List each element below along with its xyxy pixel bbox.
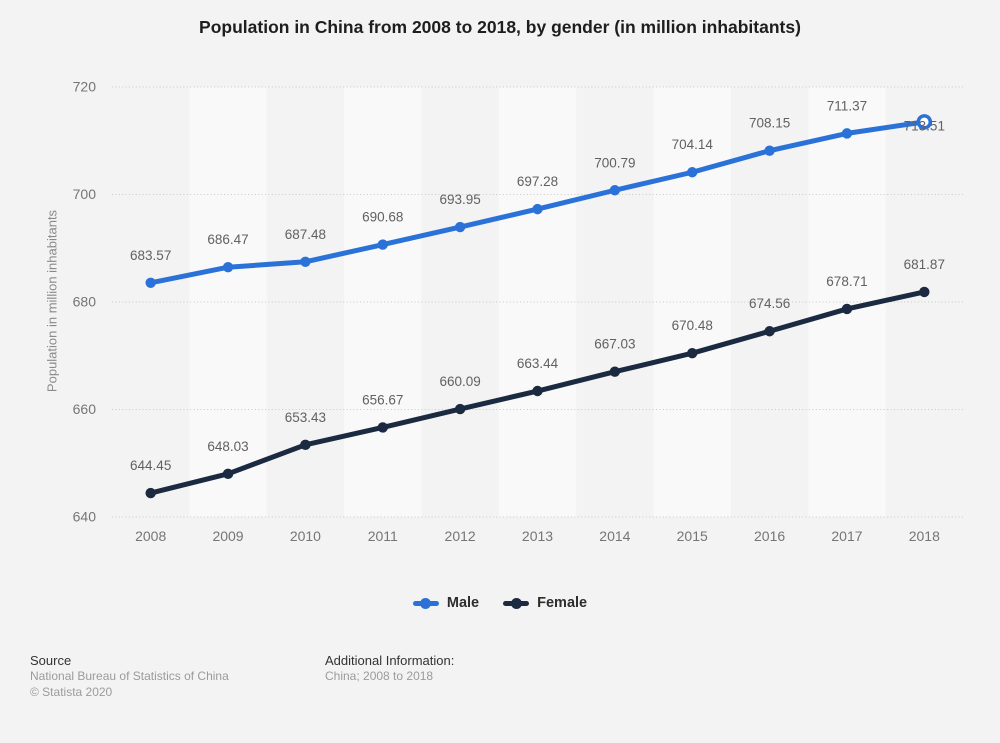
male-label-2015: 704.14	[672, 137, 714, 152]
female-label-2011: 656.67	[362, 392, 403, 407]
female-point-2016[interactable]	[764, 326, 775, 337]
male-point-2012[interactable]	[454, 221, 466, 233]
source-name: National Bureau of Statistics of China	[30, 669, 229, 683]
x-tick-2009: 2009	[212, 528, 243, 544]
male-label-2018: 713.51	[904, 118, 945, 133]
female-label-2017: 678.71	[826, 274, 867, 289]
male-point-2015[interactable]	[687, 167, 698, 178]
male-point-2010[interactable]	[300, 256, 311, 267]
legend-label-female: Female	[537, 595, 588, 611]
x-tick-2016: 2016	[754, 528, 785, 544]
x-tick-2013: 2013	[522, 528, 553, 544]
female-point-2013[interactable]	[532, 385, 543, 397]
male-line-marker-icon	[412, 597, 439, 609]
female-point-2009[interactable]	[222, 468, 234, 480]
source-label: Source	[30, 653, 72, 668]
male-label-2010: 687.48	[285, 227, 326, 242]
male-label-2009: 686.47	[207, 232, 248, 247]
male-label-2014: 700.79	[594, 155, 635, 170]
female-label-2013: 663.44	[517, 356, 559, 371]
female-line-marker-icon	[503, 597, 530, 609]
y-tick-680: 680	[73, 294, 97, 310]
source-block: Source National Bureau of Statistics of …	[30, 652, 229, 700]
legend-item-female[interactable]: Female	[503, 595, 587, 611]
male-label-2013: 697.28	[517, 174, 558, 189]
male-label-2017: 711.37	[827, 98, 867, 113]
male-label-2016: 708.15	[749, 116, 790, 131]
female-point-2014[interactable]	[609, 366, 621, 377]
female-label-2015: 670.48	[672, 318, 713, 333]
female-point-2008[interactable]	[145, 487, 156, 499]
male-dot-swatch	[420, 597, 432, 609]
x-tick-2012: 2012	[445, 528, 476, 544]
legend-label-male: Male	[446, 595, 480, 611]
column-band-2011	[344, 87, 422, 517]
male-point-2008[interactable]	[145, 277, 156, 289]
x-tick-2015: 2015	[677, 528, 708, 544]
female-label-2009: 648.03	[207, 439, 248, 454]
x-tick-2014: 2014	[599, 528, 630, 544]
female-point-2010[interactable]	[300, 439, 311, 451]
additional-info-value: China; 2008 to 2018	[325, 669, 434, 683]
male-label-2012: 693.95	[439, 192, 480, 207]
female-point-2011[interactable]	[377, 422, 388, 433]
male-point-2009[interactable]	[222, 262, 234, 273]
male-point-2013[interactable]	[532, 203, 543, 215]
male-point-2014[interactable]	[609, 185, 621, 196]
x-tick-2018: 2018	[909, 528, 940, 544]
x-tick-2008: 2008	[135, 528, 166, 544]
female-point-2015[interactable]	[687, 347, 698, 359]
y-axis-title: Population in million inhabitants	[44, 209, 60, 393]
y-tick-660: 660	[73, 401, 97, 417]
chart-title: Population in China from 2008 to 2018, b…	[199, 17, 801, 37]
female-label-2008: 644.45	[130, 458, 171, 473]
female-dot-swatch	[510, 597, 522, 609]
y-tick-640: 640	[73, 509, 97, 525]
x-tick-2010: 2010	[290, 528, 321, 544]
copyright: © Statista 2020	[30, 684, 113, 699]
x-tick-2017: 2017	[831, 528, 862, 544]
female-label-2016: 674.56	[749, 296, 790, 311]
female-label-2012: 660.09	[439, 374, 480, 389]
male-point-2017[interactable]	[841, 128, 853, 139]
y-tick-720: 720	[73, 79, 97, 95]
female-label-2014: 667.03	[594, 337, 635, 352]
male-label-2008: 683.57	[130, 248, 171, 263]
female-point-2012[interactable]	[454, 403, 466, 415]
x-tick-2011: 2011	[368, 528, 398, 544]
female-label-2010: 653.43	[285, 410, 326, 425]
additional-info-label: Additional Information:	[325, 653, 455, 668]
legend-item-male[interactable]: Male	[412, 595, 480, 611]
male-label-2011: 690.68	[362, 210, 403, 225]
male-point-2011[interactable]	[377, 239, 388, 250]
female-label-2018: 681.87	[904, 257, 945, 272]
female-point-2018[interactable]	[919, 286, 930, 298]
legend: Male Female	[0, 595, 1000, 611]
additional-info-block: Additional Information: China; 2008 to 2…	[325, 652, 454, 685]
male-point-2018[interactable]	[916, 114, 933, 130]
female-point-2017[interactable]	[841, 303, 853, 315]
y-tick-700: 700	[73, 186, 97, 202]
male-point-2016[interactable]	[764, 145, 775, 156]
